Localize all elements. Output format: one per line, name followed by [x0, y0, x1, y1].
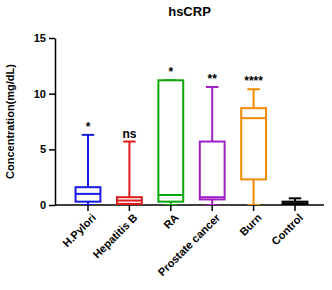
box	[200, 142, 225, 200]
x-tick-label: RA	[161, 211, 181, 231]
y-tick-mark	[49, 205, 55, 207]
lower-cap	[206, 204, 218, 205]
lower-whisker	[253, 179, 255, 205]
x-tick: RA	[161, 205, 181, 231]
significance-label: **	[208, 72, 218, 86]
median	[200, 196, 225, 198]
significance-label: ns	[122, 127, 136, 141]
box	[76, 187, 101, 201]
significance-label: *	[86, 120, 91, 134]
y-tick: 15	[34, 32, 55, 44]
upper-whisker	[128, 142, 130, 198]
y-axis: 0 5 10 15	[34, 32, 56, 211]
x-tick-label: Control	[269, 211, 305, 247]
y-tick-label: 15	[34, 32, 46, 44]
upper-cap	[289, 197, 301, 199]
upper-whisker	[253, 89, 255, 108]
y-tick-label: 0	[40, 199, 46, 211]
lower-cap	[247, 204, 259, 205]
y-tick-mark	[49, 93, 55, 95]
x-tick-label: Burn	[237, 211, 264, 238]
y-tick: 0	[40, 199, 55, 211]
upper-cap	[206, 86, 218, 88]
box-group	[158, 80, 183, 205]
median	[76, 193, 101, 195]
lower-cap	[165, 204, 177, 205]
x-axis: H.PyloriHepatitis B RAProstate cancer Burn…	[55, 205, 324, 278]
significance-label: ****	[244, 74, 263, 88]
y-tick: 10	[34, 88, 55, 100]
box-group	[76, 135, 101, 205]
box-group	[200, 87, 225, 205]
upper-whisker	[87, 135, 89, 187]
upper-cap	[123, 141, 135, 143]
chart: hsCRP Concentration(mg/dL) 0 5 10 15 H.PyloriH…	[0, 0, 332, 290]
upper-whisker	[211, 87, 213, 142]
box-group	[283, 198, 308, 205]
y-axis-line	[55, 39, 57, 206]
x-tick-mark	[87, 205, 89, 211]
y-tick-mark	[49, 38, 55, 40]
y-tick: 5	[40, 143, 55, 155]
x-tick-mark	[170, 205, 172, 211]
x-tick: H.Pylori	[60, 205, 98, 249]
box-group	[117, 142, 142, 205]
x-tick: Burn	[237, 205, 264, 238]
y-tick-label: 5	[40, 143, 46, 155]
title: hsCRP	[168, 4, 211, 19]
x-tick: Hepatitis B	[90, 205, 139, 260]
median	[283, 202, 308, 204]
box	[158, 80, 183, 201]
box-group	[241, 89, 266, 205]
box	[117, 197, 142, 204]
median	[241, 117, 266, 119]
x-tick-mark	[294, 205, 296, 211]
significance-label: *	[168, 65, 173, 79]
plot-area	[76, 80, 308, 205]
box	[283, 202, 308, 205]
box	[241, 108, 266, 179]
lower-cap	[82, 204, 94, 205]
upper-cap	[247, 88, 259, 90]
x-tick-label: H.Pylori	[60, 211, 98, 249]
y-tick-mark	[49, 149, 55, 151]
x-tick-label: Prostate cancer	[155, 211, 222, 278]
y-axis-title: Concentration(mg/dL)	[4, 64, 16, 179]
median	[158, 194, 183, 196]
x-tick: Control	[269, 205, 305, 247]
x-tick-mark	[129, 205, 131, 211]
x-tick-label: Hepatitis B	[90, 211, 139, 260]
x-tick-mark	[211, 205, 213, 211]
x-tick: Prostate cancer	[155, 205, 222, 278]
median	[117, 200, 142, 202]
upper-cap	[82, 134, 94, 136]
y-tick-label: 10	[34, 88, 46, 100]
x-tick-mark	[253, 205, 255, 211]
annotations: *ns*******	[86, 65, 264, 140]
